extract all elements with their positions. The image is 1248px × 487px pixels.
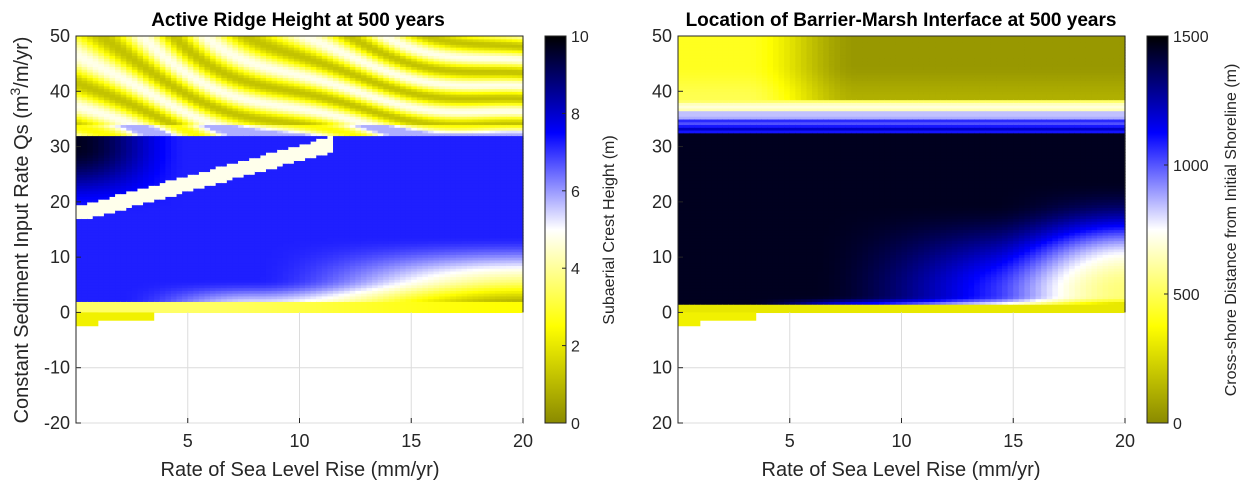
heatmap-cell	[132, 36, 138, 39]
heatmap-cell	[272, 36, 278, 39]
heatmap-cell	[149, 36, 155, 39]
heatmap-cell	[216, 36, 222, 39]
heatmap-cell	[249, 36, 255, 39]
heatmap-cell	[316, 36, 322, 39]
heatmap-cell	[199, 36, 205, 39]
heatmap-cell	[177, 36, 183, 39]
heatmap-cell	[121, 36, 127, 39]
heatmap-cell	[160, 36, 166, 39]
heatmap-cell	[255, 36, 261, 39]
heatmap-cell	[76, 36, 82, 39]
heatmap-cell	[165, 36, 171, 39]
chart-title: Active Ridge Height at 500 years	[151, 10, 445, 31]
heatmap-cell	[238, 36, 244, 39]
heatmap-cell	[227, 36, 233, 39]
heatmap-cell	[87, 36, 93, 39]
heatmap-cell	[188, 36, 194, 39]
heatmap-cell	[154, 36, 160, 39]
heatmap-cell	[82, 36, 88, 39]
heatmap-cell	[266, 36, 272, 39]
heatmap-cell	[137, 36, 143, 39]
heatmap-cell	[205, 36, 211, 39]
heatmap-cell	[110, 36, 116, 39]
heatmap-cell	[288, 36, 294, 39]
heatmap-cell	[193, 36, 199, 39]
heatmap-cell	[104, 36, 110, 39]
heatmap-cell	[339, 36, 345, 39]
heatmap-cell	[232, 36, 238, 39]
heatmap-cell	[311, 36, 317, 39]
heatmap-cell	[344, 36, 350, 39]
heatmap-cell	[277, 36, 283, 39]
heatmap-cell	[171, 36, 177, 39]
heatmap-cell	[143, 36, 149, 39]
heatmap-cell	[333, 36, 339, 39]
heatmap-cell	[283, 36, 289, 39]
heatmap	[76, 36, 524, 326]
heatmap-cell	[182, 36, 188, 39]
heatmap-cell	[115, 36, 121, 39]
heatmap-cell	[126, 36, 132, 39]
heatmap-cell	[300, 36, 306, 39]
heatmap-cell	[93, 36, 99, 39]
heatmap-cell	[294, 36, 300, 39]
heatmap-cell	[98, 36, 104, 39]
heatmap-cell	[244, 36, 250, 39]
heatmap-cell	[260, 36, 266, 39]
heatmap-cell	[305, 36, 311, 39]
panel-ridge-height: Active Ridge Height at 500 years 5040302…	[7, 10, 618, 481]
heatmap-cell	[327, 36, 333, 39]
heatmap-cell	[221, 36, 227, 39]
heatmap-cell	[322, 36, 328, 39]
heatmap-cell	[210, 36, 216, 39]
